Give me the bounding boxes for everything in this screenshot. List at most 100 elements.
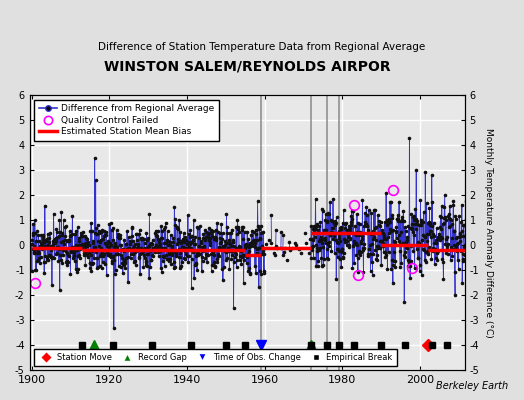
Point xyxy=(455,212,463,219)
Point xyxy=(63,262,71,268)
Point xyxy=(432,225,441,232)
Point xyxy=(50,255,58,261)
Point xyxy=(454,240,462,246)
Point xyxy=(213,220,221,226)
Point xyxy=(323,254,331,261)
Point xyxy=(242,253,250,259)
Point xyxy=(351,241,359,247)
Point xyxy=(121,265,129,271)
Point xyxy=(309,237,317,244)
Point xyxy=(335,248,343,254)
Point xyxy=(229,238,237,245)
Point xyxy=(213,259,222,266)
Point xyxy=(229,239,237,245)
Point xyxy=(336,237,344,244)
Point xyxy=(402,237,411,243)
Point xyxy=(456,230,464,237)
Point xyxy=(147,257,156,264)
Point xyxy=(431,261,439,267)
Point xyxy=(357,249,365,256)
Point xyxy=(333,246,342,252)
Point xyxy=(193,267,201,274)
Point xyxy=(169,249,177,255)
Point xyxy=(322,211,330,218)
Point xyxy=(436,224,444,230)
Point xyxy=(129,238,137,244)
Point xyxy=(457,218,465,225)
Point xyxy=(39,237,47,244)
Point xyxy=(362,204,370,210)
Point xyxy=(147,241,156,247)
Point xyxy=(246,270,255,277)
Point xyxy=(174,238,182,245)
Point xyxy=(178,244,186,251)
Point xyxy=(101,260,109,267)
Point xyxy=(255,226,264,232)
Point xyxy=(301,230,309,236)
Point xyxy=(315,236,324,242)
Point xyxy=(83,242,92,248)
Point xyxy=(429,245,438,252)
Point xyxy=(392,228,400,235)
Point xyxy=(438,235,446,242)
Point xyxy=(53,244,61,250)
Point xyxy=(345,242,353,248)
Point xyxy=(183,253,191,260)
Point xyxy=(140,240,149,246)
Point xyxy=(46,253,54,260)
Point xyxy=(417,217,425,224)
Point xyxy=(348,265,357,271)
Point xyxy=(74,253,82,259)
Point xyxy=(361,219,369,226)
Point xyxy=(216,239,224,246)
Point xyxy=(38,232,47,239)
Point xyxy=(387,215,396,222)
Point xyxy=(243,260,251,266)
Point xyxy=(31,246,40,252)
Point xyxy=(81,248,90,255)
Point xyxy=(395,199,403,206)
Point xyxy=(233,216,242,223)
Point xyxy=(357,240,365,246)
Point xyxy=(129,248,138,254)
Point xyxy=(384,217,392,223)
Point xyxy=(347,212,355,219)
Point xyxy=(400,252,408,258)
Point xyxy=(422,249,430,256)
Point xyxy=(311,196,320,203)
Point xyxy=(136,271,144,278)
Point xyxy=(96,253,104,259)
Point xyxy=(314,247,323,254)
Point xyxy=(56,229,64,235)
Point xyxy=(239,224,247,230)
Point xyxy=(407,242,415,249)
Point xyxy=(92,231,101,237)
Point xyxy=(118,260,126,266)
Point xyxy=(151,242,160,249)
Point xyxy=(241,244,249,251)
Point xyxy=(247,232,256,238)
Point xyxy=(64,237,73,243)
Point xyxy=(310,223,319,229)
Point xyxy=(232,224,241,230)
Point xyxy=(439,276,447,282)
Point xyxy=(149,246,158,252)
Point xyxy=(112,251,121,257)
Point xyxy=(331,218,340,224)
Point xyxy=(169,265,178,271)
Point xyxy=(422,200,431,206)
Point xyxy=(53,250,62,256)
Point xyxy=(354,269,362,275)
Point xyxy=(343,242,352,248)
Point xyxy=(190,216,198,223)
Point xyxy=(389,258,398,264)
Point xyxy=(443,250,452,257)
Point xyxy=(253,250,261,256)
Point xyxy=(72,228,80,234)
Point xyxy=(242,243,250,249)
Point xyxy=(239,280,248,286)
Point xyxy=(234,225,242,232)
Point xyxy=(148,241,156,247)
Point xyxy=(81,233,89,239)
Point xyxy=(128,224,136,230)
